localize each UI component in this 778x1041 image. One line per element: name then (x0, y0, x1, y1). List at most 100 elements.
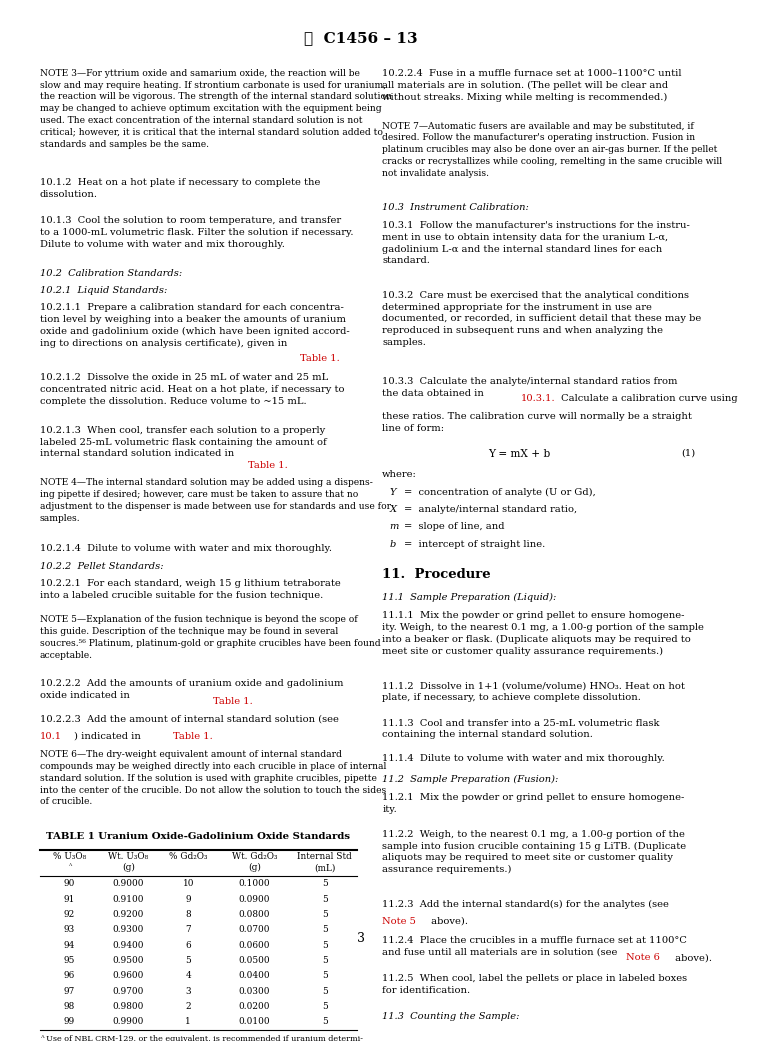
Text: % U₃O₈: % U₃O₈ (53, 852, 86, 861)
Text: % Gd₂O₃: % Gd₂O₃ (169, 852, 208, 861)
Text: 7: 7 (185, 925, 191, 934)
Text: X: X (390, 505, 397, 514)
Text: 10.1.2  Heat on a hot plate if necessary to complete the
dissolution.: 10.1.2 Heat on a hot plate if necessary … (40, 178, 320, 199)
Text: 0.9800: 0.9800 (113, 1001, 144, 1011)
Text: 11.3  Counting the Sample:: 11.3 Counting the Sample: (382, 1012, 520, 1021)
Text: 0.9200: 0.9200 (113, 910, 144, 919)
Text: 95: 95 (64, 956, 75, 965)
Text: NOTE 4—The internal standard solution may be added using a dispens-
ing pipette : NOTE 4—The internal standard solution ma… (40, 479, 391, 523)
Text: 10.3.3  Calculate the analyte/internal standard ratios from
the data obtained in: 10.3.3 Calculate the analyte/internal st… (382, 377, 678, 398)
Text: 10.2.2  Pellet Standards:: 10.2.2 Pellet Standards: (40, 562, 163, 570)
Text: 10.2.1.2  Dissolve the oxide in 25 mL of water and 25 mL
concentrated nitric aci: 10.2.1.2 Dissolve the oxide in 25 mL of … (40, 373, 344, 406)
Text: 92: 92 (64, 910, 75, 919)
Text: 0.0300: 0.0300 (239, 987, 271, 995)
Text: 5: 5 (321, 941, 328, 949)
Text: 5: 5 (321, 1017, 328, 1026)
Text: (1): (1) (682, 449, 696, 458)
Text: where:: where: (382, 469, 417, 479)
Text: 11.2.2  Weigh, to the nearest 0.1 mg, a 1.00-g portion of the
sample into fusion: 11.2.2 Weigh, to the nearest 0.1 mg, a 1… (382, 830, 686, 874)
Text: 11.1.3  Cool and transfer into a 25-mL volumetric flask
containing the internal : 11.1.3 Cool and transfer into a 25-mL vo… (382, 718, 660, 739)
Text: 5: 5 (185, 956, 191, 965)
Text: ⦻  C1456 – 13: ⦻ C1456 – 13 (304, 31, 418, 46)
Text: 5: 5 (321, 910, 328, 919)
Text: 90: 90 (64, 880, 75, 888)
Text: 11.1.4  Dilute to volume with water and mix thoroughly.: 11.1.4 Dilute to volume with water and m… (382, 754, 665, 763)
Text: 0.0100: 0.0100 (239, 1017, 271, 1026)
Text: 0.0800: 0.0800 (239, 910, 271, 919)
Text: 5: 5 (321, 971, 328, 981)
Text: 1: 1 (185, 1017, 191, 1026)
Text: 91: 91 (64, 894, 75, 904)
Text: m: m (390, 523, 399, 532)
Text: 0.0400: 0.0400 (239, 971, 271, 981)
Text: Y: Y (390, 488, 396, 497)
Text: 0.9100: 0.9100 (113, 894, 144, 904)
Text: 0.9500: 0.9500 (113, 956, 144, 965)
Text: Table 1.: Table 1. (173, 732, 213, 741)
Text: 5: 5 (321, 987, 328, 995)
Text: (mL): (mL) (314, 863, 335, 872)
Text: 93: 93 (64, 925, 75, 934)
Text: Note 6: Note 6 (626, 954, 660, 962)
Text: 3: 3 (185, 987, 191, 995)
Text: =  concentration of analyte (U or Gd),: = concentration of analyte (U or Gd), (404, 488, 596, 498)
Text: 0.9300: 0.9300 (113, 925, 144, 934)
Text: Y = mX + b: Y = mX + b (488, 449, 550, 459)
Text: 9: 9 (185, 894, 191, 904)
Text: Internal Std: Internal Std (297, 852, 352, 861)
Text: above).: above). (429, 917, 468, 925)
Text: 11.2.5  When cool, label the pellets or place in labeled boxes
for identificatio: 11.2.5 When cool, label the pellets or p… (382, 974, 688, 995)
Text: =  intercept of straight line.: = intercept of straight line. (404, 539, 545, 549)
Text: 10.2.1  Liquid Standards:: 10.2.1 Liquid Standards: (40, 286, 167, 295)
Text: NOTE 3—For yttrium oxide and samarium oxide, the reaction will be
slow and may r: NOTE 3—For yttrium oxide and samarium ox… (40, 69, 391, 149)
Text: Calculate a calibration curve using: Calculate a calibration curve using (558, 395, 738, 403)
Text: 10.2.1.3  When cool, transfer each solution to a properly
labeled 25-mL volumetr: 10.2.1.3 When cool, transfer each soluti… (40, 426, 327, 458)
Text: Note 5: Note 5 (382, 917, 416, 925)
Text: 0.9900: 0.9900 (113, 1017, 144, 1026)
Text: 10.2.2.1  For each standard, weigh 15 g lithium tetraborate
into a labeled cruci: 10.2.2.1 For each standard, weigh 15 g l… (40, 579, 341, 600)
Text: 0.0900: 0.0900 (239, 894, 271, 904)
Text: 11.1.1  Mix the powder or grind pellet to ensure homogene-
ity. Weigh, to the ne: 11.1.1 Mix the powder or grind pellet to… (382, 611, 704, 656)
Text: 11.1  Sample Preparation (Liquid):: 11.1 Sample Preparation (Liquid): (382, 593, 556, 603)
Text: Table 1.: Table 1. (248, 461, 288, 471)
Text: these ratios. The calibration curve will normally be a straight
line of form:: these ratios. The calibration curve will… (382, 412, 692, 433)
Text: TABLE 1 Uranium Oxide-Gadolinium Oxide Standards: TABLE 1 Uranium Oxide-Gadolinium Oxide S… (47, 832, 350, 840)
Text: 0.1000: 0.1000 (239, 880, 271, 888)
Text: 10.3.1  Follow the manufacturer's instructions for the instru-
ment in use to ob: 10.3.1 Follow the manufacturer's instruc… (382, 221, 690, 265)
Text: 5: 5 (321, 880, 328, 888)
Text: 5: 5 (321, 925, 328, 934)
Text: 97: 97 (64, 987, 75, 995)
Text: 10.2.2.3  Add the amount of internal standard solution (see: 10.2.2.3 Add the amount of internal stan… (40, 715, 338, 736)
Text: NOTE 6—The dry-weight equivalent amount of internal standard
compounds may be we: NOTE 6—The dry-weight equivalent amount … (40, 751, 386, 807)
Text: 11.2.3  Add the internal standard(s) for the analytes (see: 11.2.3 Add the internal standard(s) for … (382, 899, 669, 920)
Text: ) indicated in: ) indicated in (74, 732, 144, 741)
Text: =  slope of line, and: = slope of line, and (404, 523, 504, 532)
Text: NOTE 7—Automatic fusers are available and may be substituted, if
desired. Follow: NOTE 7—Automatic fusers are available an… (382, 122, 723, 178)
Text: 4: 4 (185, 971, 191, 981)
Text: 98: 98 (64, 1001, 75, 1011)
Text: 10: 10 (183, 880, 194, 888)
Text: 10.1.3  Cool the solution to room temperature, and transfer
to a 1000-mL volumet: 10.1.3 Cool the solution to room tempera… (40, 217, 353, 249)
Text: (g): (g) (248, 863, 261, 872)
Text: b: b (390, 539, 396, 549)
Text: Wt. Gd₂O₃: Wt. Gd₂O₃ (232, 852, 277, 861)
Text: 11.2  Sample Preparation (Fusion):: 11.2 Sample Preparation (Fusion): (382, 776, 559, 784)
Text: 0.0700: 0.0700 (239, 925, 271, 934)
Text: 11.2.4  Place the crucibles in a muffle furnace set at 1100°C
and fuse until all: 11.2.4 Place the crucibles in a muffle f… (382, 936, 687, 957)
Text: 10.2.1.4  Dilute to volume with water and mix thoroughly.: 10.2.1.4 Dilute to volume with water and… (40, 543, 331, 553)
Text: 0.0600: 0.0600 (239, 941, 271, 949)
Text: Table 1.: Table 1. (300, 354, 340, 363)
Text: 5: 5 (321, 956, 328, 965)
Text: 3: 3 (356, 932, 365, 945)
Text: 0.0200: 0.0200 (239, 1001, 271, 1011)
Text: Table 1.: Table 1. (213, 696, 253, 706)
Text: 10.2.2.4  Fuse in a muffle furnace set at 1000–1100°C until
all materials are in: 10.2.2.4 Fuse in a muffle furnace set at… (382, 69, 682, 102)
Text: 10.3.2  Care must be exercised that the analytical conditions
determined appropr: 10.3.2 Care must be exercised that the a… (382, 290, 702, 347)
Text: 10.2.2.2  Add the amounts of uranium oxide and gadolinium
oxide indicated in: 10.2.2.2 Add the amounts of uranium oxid… (40, 680, 343, 701)
Text: 99: 99 (64, 1017, 75, 1026)
Text: 0.0500: 0.0500 (239, 956, 271, 965)
Text: NOTE 5—Explanation of the fusion technique is beyond the scope of
this guide. De: NOTE 5—Explanation of the fusion techniq… (40, 615, 380, 660)
Text: 11.1.2  Dissolve in 1+1 (volume/volume) HNO₃. Heat on hot
plate, if necessary, t: 11.1.2 Dissolve in 1+1 (volume/volume) H… (382, 681, 685, 702)
Text: 11.  Procedure: 11. Procedure (382, 568, 491, 581)
Text: =  analyte/internal standard ratio,: = analyte/internal standard ratio, (404, 505, 577, 514)
